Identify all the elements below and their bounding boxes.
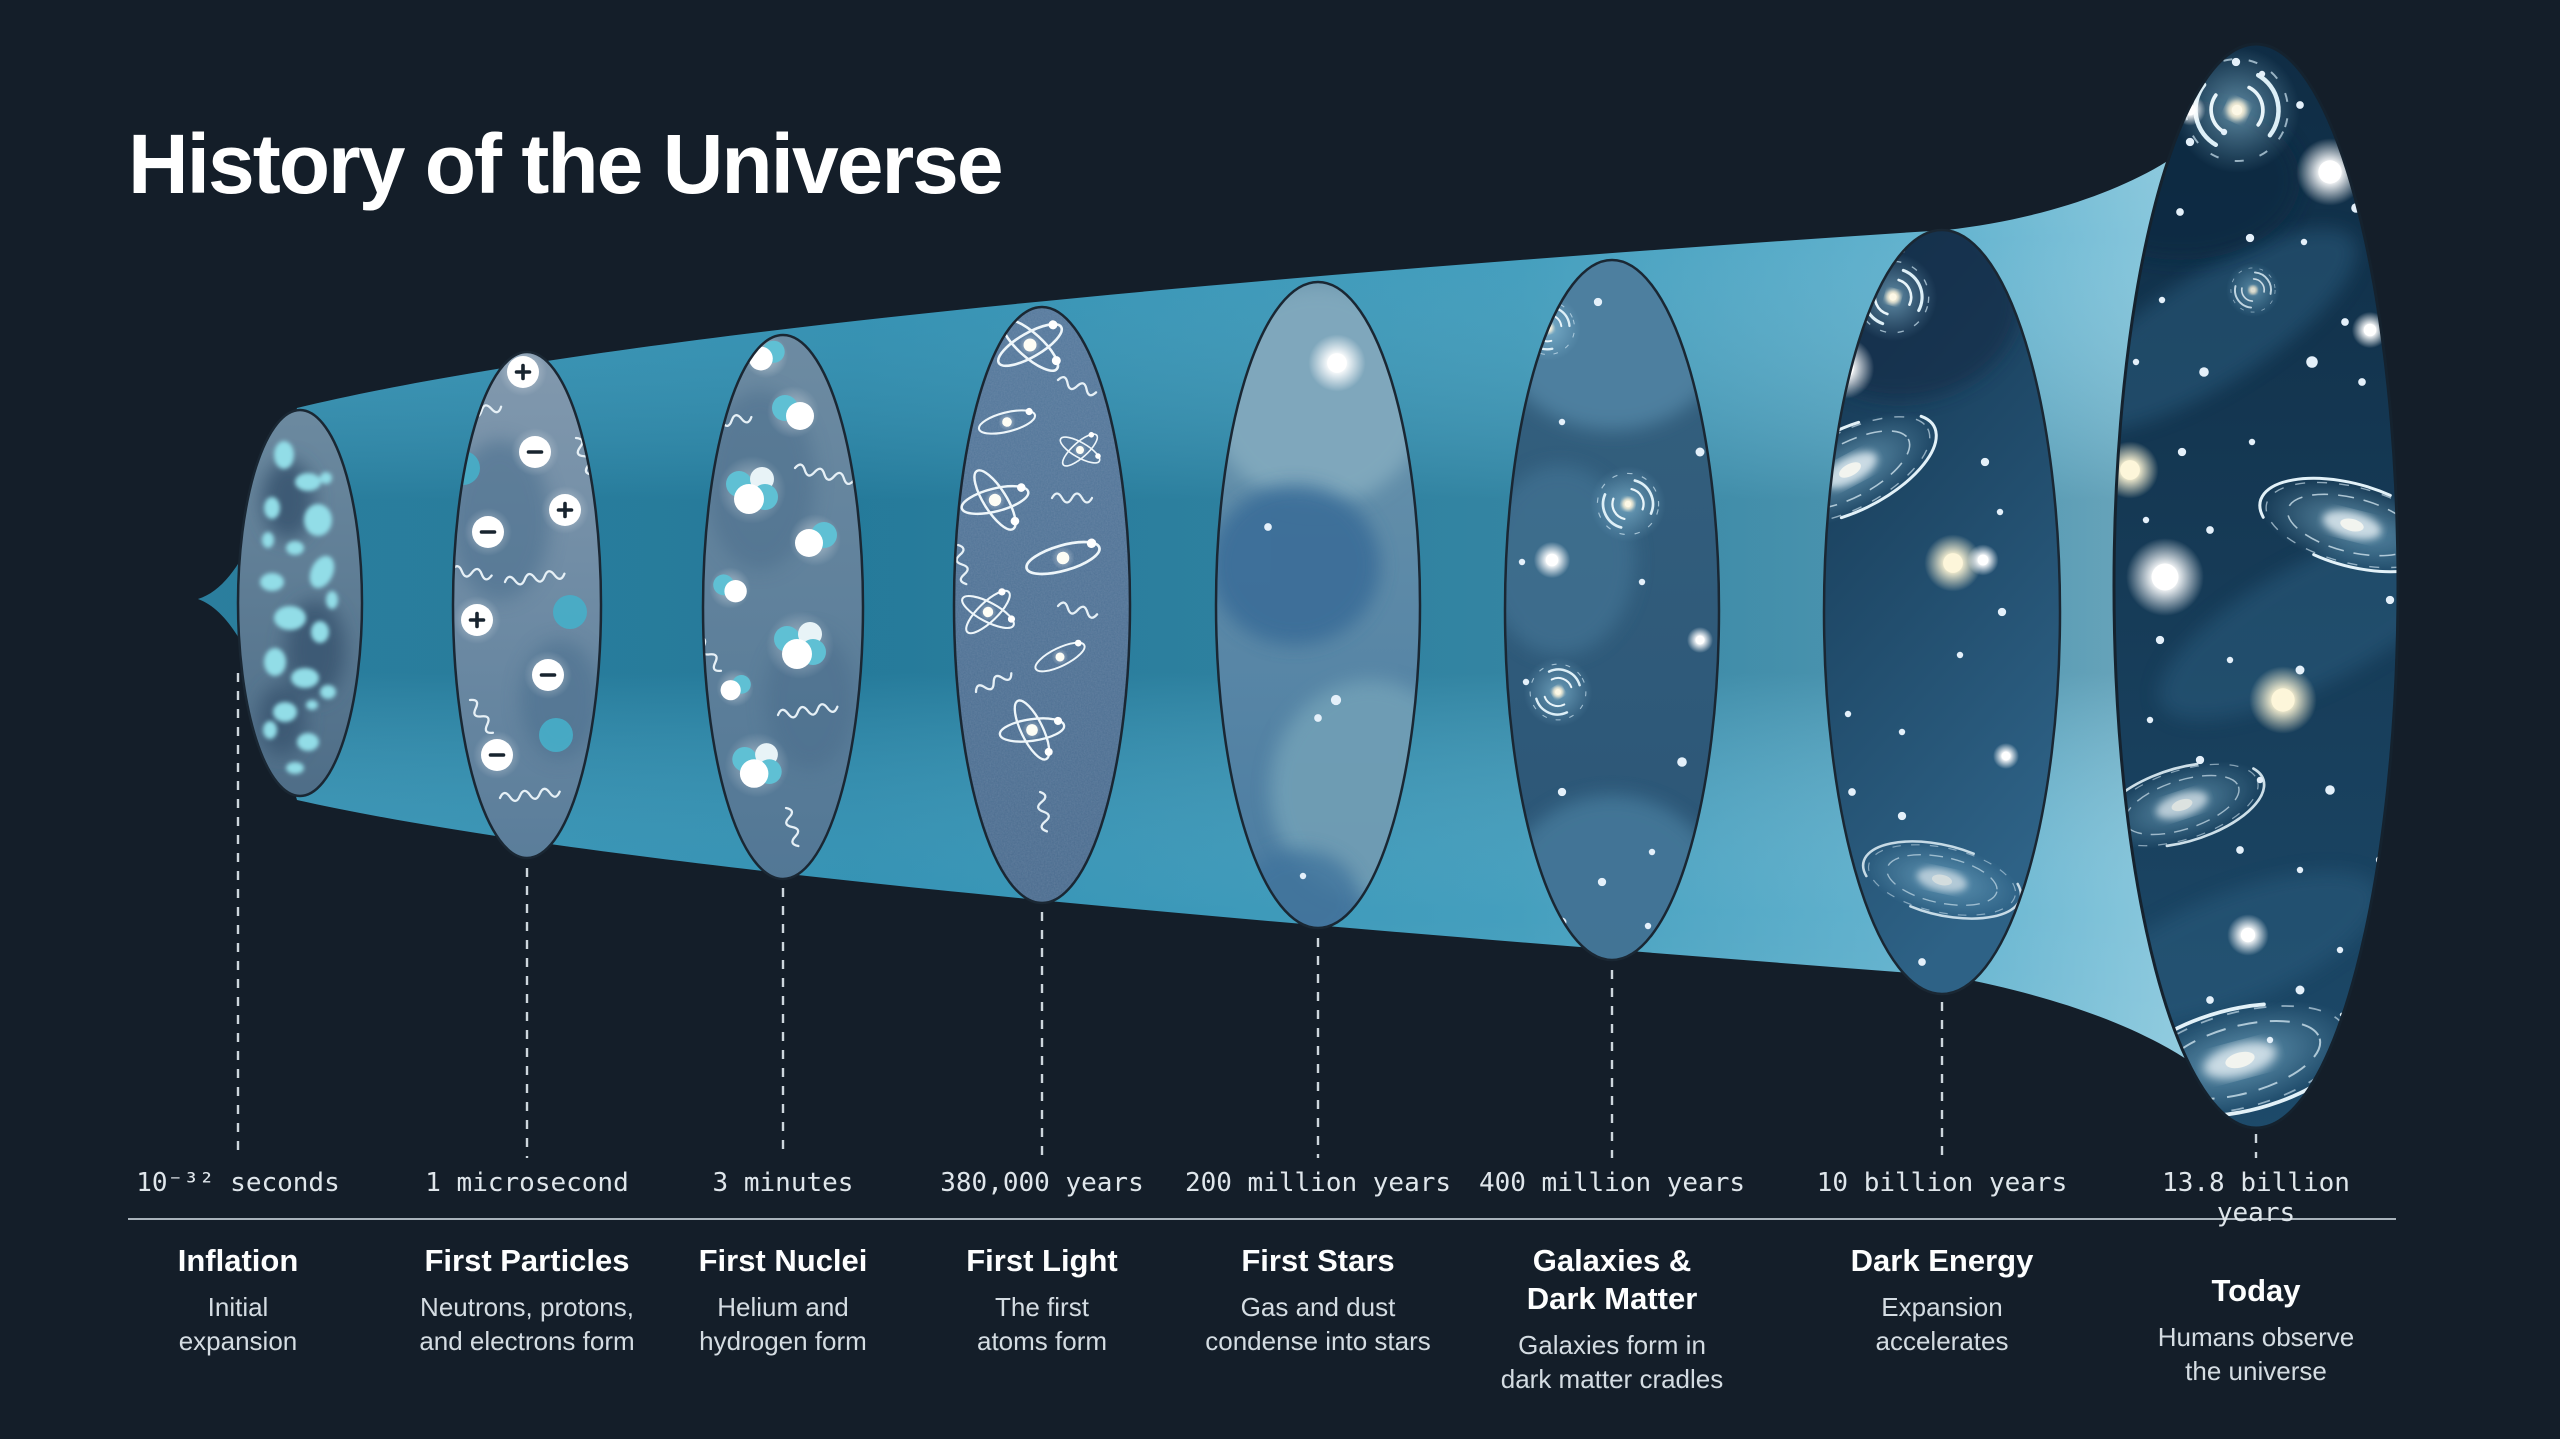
- stage-column-inflation: 10⁻³² seconds Inflation Initial expansio…: [98, 1168, 378, 1358]
- time-leader-lines: [236, 673, 2258, 1158]
- stage-description: Humans observe the universe: [2157, 1322, 2355, 1386]
- stage-name: First Nuclei: [698, 1243, 868, 1278]
- proton-icon: [453, 594, 503, 646]
- quantum-fluctuations-icon: [260, 441, 338, 774]
- stage-description: Initial expansion: [178, 1292, 298, 1356]
- stage-column-today: 13.8 billion years Today Humans observe …: [2116, 1168, 2396, 1388]
- stage-description: Galaxies form in dark matter cradles: [1500, 1330, 1724, 1394]
- star-icon: [1967, 544, 1999, 576]
- star-icon: [2227, 914, 2269, 956]
- star-icon: [1308, 334, 1366, 392]
- stage-disk-first-stars: [1214, 280, 1422, 930]
- nucleus-pair-icon: [767, 386, 819, 438]
- stage-time: 10⁻³² seconds: [136, 1168, 340, 1198]
- stage-time: 200 million years: [1184, 1168, 1452, 1198]
- star-icon: [1314, 714, 1322, 722]
- stage-time: 380,000 years: [940, 1168, 1144, 1198]
- page-title: History of the Universe: [128, 117, 1004, 211]
- star-icon: [1993, 743, 2019, 769]
- proton-icon: [539, 484, 591, 536]
- stage-description: The first atoms form: [976, 1292, 1108, 1356]
- gas-clouds-stars-icon: [1216, 285, 1420, 928]
- nucleus-pair-icon: [789, 514, 841, 566]
- timeline-axis-line: [128, 1218, 2396, 1220]
- stage-column-first-light: 380,000 years First Light The first atom…: [902, 1168, 1182, 1358]
- stage-name: Galaxies & Dark Matter: [1526, 1243, 1698, 1316]
- nucleus-pair-icon: [709, 567, 751, 609]
- stage-description: Neutrons, protons, and electrons form: [419, 1292, 635, 1356]
- stage-time: 10 billion years: [1816, 1168, 2068, 1198]
- stage-disk-first-nuclei: [701, 333, 865, 881]
- stage-name: First Light: [966, 1243, 1118, 1278]
- stage-description: Helium and hydrogen form: [699, 1292, 867, 1356]
- stage-column-first-particles: 1 microsecond First Particles Neutrons, …: [387, 1168, 667, 1358]
- star-icon: [2249, 666, 2317, 734]
- electron-icon: [509, 426, 561, 478]
- star-icon: [1264, 523, 1272, 531]
- stage-name: Inflation: [177, 1243, 299, 1278]
- star-icon: [1687, 627, 1713, 653]
- spiral-galaxy-icon: [2226, 263, 2281, 318]
- stage-name: First Stars: [1241, 1243, 1395, 1278]
- nucleus-pair-icon: [716, 669, 754, 707]
- electron-icon: [471, 729, 523, 781]
- stage-time: 400 million years: [1478, 1168, 1746, 1198]
- stage-column-first-stars: 200 million years First Stars Gas and du…: [1178, 1168, 1458, 1358]
- star-icon: [1533, 541, 1571, 579]
- stage-name: First Particles: [424, 1243, 630, 1278]
- star-icon: [1330, 694, 1342, 706]
- stage-time: 13.8 billion years: [2162, 1168, 2350, 1228]
- star-icon: [1299, 872, 1307, 880]
- stage-time: 3 minutes: [712, 1168, 854, 1198]
- electron-icon: [522, 649, 574, 701]
- stage-column-galaxies-dark-matter: 400 million years Galaxies & Dark Matter…: [1472, 1168, 1752, 1396]
- stage-disk-inflation: [236, 408, 364, 798]
- neutron-icon: [539, 718, 573, 752]
- stage-time: 1 microsecond: [425, 1168, 629, 1198]
- neutron-icon: [553, 595, 587, 629]
- stage-name: Dark Energy: [1850, 1243, 2034, 1278]
- stage-disk-first-light: [952, 305, 1132, 905]
- helium-nucleus-icon: [766, 611, 834, 679]
- stage-column-first-nuclei: 3 minutes First Nuclei Helium and hydrog…: [643, 1168, 923, 1358]
- helium-nucleus-icon: [724, 732, 790, 798]
- stage-column-dark-energy: 10 billion years Dark Energy Expansion a…: [1802, 1168, 2082, 1358]
- star-icon: [2174, 94, 2206, 126]
- stage-description: Expansion accelerates: [1875, 1292, 2009, 1356]
- stage-disk-galaxies-dark-matter: [1503, 258, 1721, 962]
- stage-disk-first-particles: [451, 350, 603, 860]
- electron-icon: [462, 506, 514, 558]
- helium-nucleus-icon: [718, 456, 786, 524]
- stage-description: Gas and dust condense into stars: [1205, 1292, 1431, 1356]
- stage-name: Today: [2211, 1273, 2301, 1308]
- star-icon: [2126, 538, 2204, 616]
